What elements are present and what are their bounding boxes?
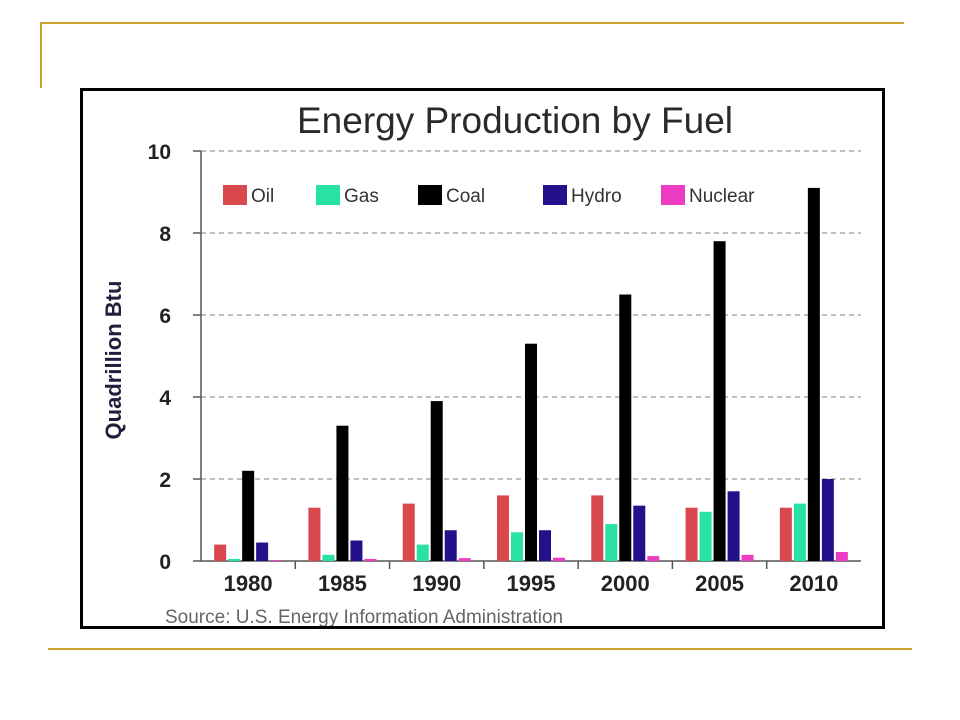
legend-label-hydro: Hydro: [571, 186, 622, 207]
bar-oil-1980: [214, 544, 227, 561]
bar-nuclear-1980: [270, 560, 283, 561]
bar-hydro-1990: [444, 530, 457, 561]
bars: [214, 187, 848, 561]
bar-nuclear-1995: [553, 557, 565, 561]
chart-frame: Energy Production by Fuel 0 2 4 6 8 10 1980 198…: [80, 88, 885, 629]
bar-coal-2005: [713, 241, 726, 561]
legend-label-gas: Gas: [344, 186, 379, 207]
legend-swatch-oil: [223, 185, 247, 205]
bar-oil-2010: [779, 507, 792, 561]
x-tick-label: 2000: [601, 571, 650, 596]
x-tick-label: 1980: [224, 571, 273, 596]
legend-swatch-nuclear: [661, 185, 685, 205]
x-tick-label: 2010: [789, 571, 838, 596]
bar-gas-1995: [511, 532, 523, 561]
legend-swatch-hydro: [543, 185, 567, 205]
chart-title: Energy Production by Fuel: [297, 100, 733, 141]
source-note: Source: U.S. Energy Information Administ…: [165, 607, 563, 626]
bar-oil-1990: [402, 503, 415, 561]
bar-nuclear-1985: [364, 558, 377, 561]
y-tick-label: 8: [159, 223, 171, 246]
legend: Oil Gas Coal Hydro Nuclear: [223, 185, 755, 207]
legend-swatch-coal: [418, 185, 442, 205]
y-axis-label: Quadrillion Btu: [101, 281, 126, 440]
y-tick-label: 6: [159, 305, 171, 328]
legend-swatch-gas: [316, 185, 340, 205]
bar-gas-2005: [699, 511, 712, 561]
bar-gas-1980: [228, 558, 241, 561]
bar-hydro-2005: [727, 491, 740, 561]
legend-label-oil: Oil: [251, 186, 274, 207]
bar-hydro-2010: [821, 479, 834, 561]
gridlines: [201, 150, 861, 480]
bar-hydro-2000: [633, 505, 646, 561]
bar-gas-2010: [793, 503, 806, 561]
x-tick-label: 1990: [412, 571, 461, 596]
bar-hydro-1995: [539, 530, 551, 561]
bar-gas-1990: [416, 544, 429, 561]
legend-label-coal: Coal: [446, 186, 485, 207]
slide-top-rule: [40, 22, 904, 24]
bar-coal-2010: [807, 187, 820, 561]
bar-coal-1985: [336, 425, 349, 561]
bar-chart: Energy Production by Fuel 0 2 4 6 8 10 1980 198…: [101, 100, 861, 626]
bar-oil-2005: [685, 507, 698, 561]
x-tick-label: 1995: [507, 571, 556, 596]
bar-coal-1980: [242, 470, 255, 561]
bar-gas-1985: [322, 554, 335, 561]
slide-bottom-rule: [48, 648, 912, 650]
y-tick-label: 10: [148, 141, 171, 164]
legend-label-nuclear: Nuclear: [689, 186, 755, 207]
bar-coal-1995: [525, 343, 537, 561]
bar-oil-1985: [308, 507, 321, 561]
bar-nuclear-2000: [647, 556, 660, 561]
y-tick-label: 4: [159, 387, 171, 410]
bar-nuclear-1990: [458, 558, 471, 561]
bar-hydro-1985: [350, 540, 363, 561]
y-tick-label: 2: [159, 469, 171, 492]
bar-gas-2000: [605, 524, 618, 561]
axes: 0 2 4 6 8 10 1980 1985 1990 1995 2000 2005 2010: [148, 141, 861, 596]
bar-coal-1990: [430, 401, 443, 561]
bar-coal-2000: [619, 294, 632, 561]
bar-nuclear-2010: [835, 551, 848, 561]
bar-oil-2000: [591, 495, 604, 561]
bar-oil-1995: [497, 495, 509, 561]
y-tick-label: 0: [159, 551, 171, 574]
x-tick-label: 1985: [318, 571, 367, 596]
slide-left-accent: [40, 22, 42, 88]
bar-nuclear-2005: [741, 554, 754, 561]
bar-hydro-1980: [256, 542, 269, 561]
x-tick-label: 2005: [695, 571, 744, 596]
